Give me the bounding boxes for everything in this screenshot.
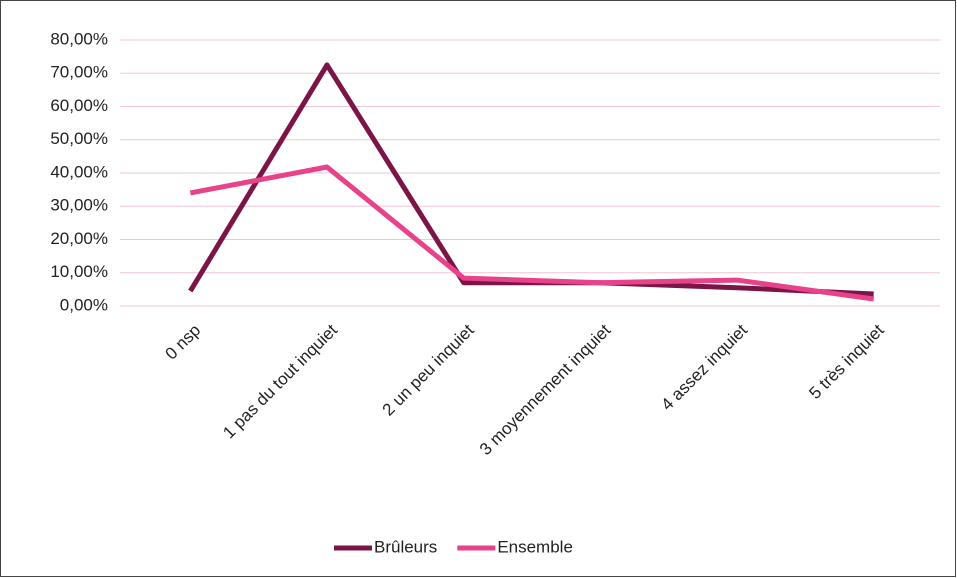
y-tick-label: 60,00% [50, 96, 108, 115]
y-tick-label: 40,00% [50, 162, 108, 181]
y-tick-label: 50,00% [50, 129, 108, 148]
legend-label: Ensemble [497, 537, 573, 556]
y-tick-label: 30,00% [50, 196, 108, 215]
y-tick-label: 0,00% [60, 295, 108, 314]
y-tick-label: 10,00% [50, 262, 108, 281]
y-tick-label: 20,00% [50, 229, 108, 248]
y-tick-label: 80,00% [50, 29, 108, 48]
y-tick-label: 70,00% [50, 63, 108, 82]
legend-label: Brûleurs [374, 537, 437, 556]
series-line [189, 164, 875, 302]
